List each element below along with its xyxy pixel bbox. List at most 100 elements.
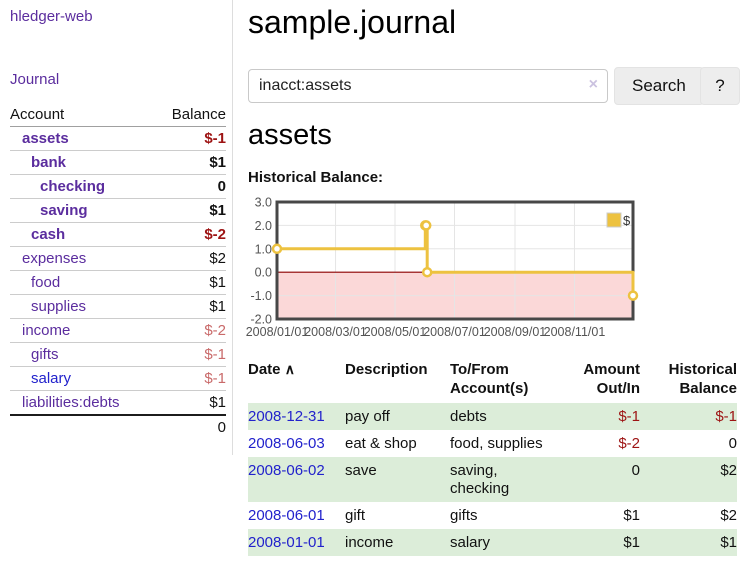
account-link[interactable]: income — [22, 322, 71, 339]
transaction-description: save — [345, 462, 377, 479]
account-balance: $-2 — [154, 318, 226, 343]
transaction-balance: $2 — [720, 462, 737, 479]
transaction-description: gift — [345, 507, 366, 524]
account-link[interactable]: saving — [40, 202, 88, 219]
transaction-row: 2008-01-01 income salary $1 $1 — [248, 529, 737, 556]
transaction-balance: $1 — [720, 534, 737, 551]
transaction-row: 2008-06-02 save saving, checking 0 $2 — [248, 457, 737, 502]
accounts-header-balance: Balance — [154, 103, 226, 127]
svg-text:2008/01/01: 2008/01/01 — [246, 325, 309, 339]
account-row: expenses $2 — [10, 246, 226, 271]
transactions-header-row: Date ∧ Description To/From Account(s) Am… — [248, 357, 737, 403]
transaction-description: eat & shop — [345, 435, 417, 452]
account-balance: 0 — [154, 174, 226, 199]
account-balance: $1 — [154, 198, 226, 223]
historical-balance-chart: $3.0 2.0 1.0 0.0 -1.0 -2.02008/01/012008/03/0… — [246, 196, 639, 339]
search-form: × — [248, 69, 608, 103]
account-heading: assets — [248, 119, 332, 151]
svg-text:2008/03/01: 2008/03/01 — [304, 325, 367, 339]
account-balance: $-1 — [204, 130, 226, 147]
transaction-balance: $2 — [720, 507, 737, 524]
account-row: assets $-1 — [10, 127, 226, 151]
account-balance: $-2 — [154, 222, 226, 247]
account-link[interactable]: cash — [31, 226, 66, 243]
account-link[interactable]: food — [31, 274, 61, 291]
transaction-accounts: gifts — [450, 507, 478, 524]
account-link[interactable]: bank — [31, 154, 67, 171]
transaction-balance: $-1 — [715, 408, 737, 425]
account-row: salary $-1 — [10, 366, 226, 391]
transaction-accounts: saving, checking — [450, 462, 510, 497]
transactions-header-amount: Amount Out/In — [583, 361, 640, 397]
svg-text:2008/05/01: 2008/05/01 — [364, 325, 427, 339]
transaction-date-link[interactable]: 2008-06-03 — [248, 435, 325, 452]
svg-text:2008/07/01: 2008/07/01 — [423, 325, 486, 339]
account-balance: $-1 — [154, 342, 226, 367]
transactions-header-date[interactable]: Date ∧ — [248, 357, 345, 403]
date-header-label: Date — [248, 361, 281, 378]
account-row: cash $-2 — [10, 222, 226, 247]
transaction-amount: $-1 — [618, 408, 640, 425]
svg-text:1.0: 1.0 — [255, 242, 272, 256]
accounts-header-account: Account — [10, 103, 155, 127]
legend-swatch — [606, 212, 622, 228]
account-link[interactable]: gifts — [31, 346, 59, 363]
transaction-row: 2008-06-01 gift gifts $1 $2 — [248, 502, 737, 529]
transaction-date-link[interactable]: 2008-12-31 — [248, 408, 325, 425]
transaction-row: 2008-06-03 eat & shop food, supplies $-2 0 — [248, 430, 737, 457]
accounts-total-row: 0 — [10, 414, 226, 439]
transaction-amount: $-2 — [618, 435, 640, 452]
sort-ascending-icon: ∧ — [284, 361, 295, 377]
historical-balance-label: Historical Balance: — [248, 169, 384, 186]
transaction-amount: 0 — [631, 462, 640, 479]
account-balance: $1 — [154, 294, 226, 319]
legend-label: $ — [623, 213, 631, 228]
sidebar-item-journal[interactable]: Journal — [10, 71, 60, 88]
svg-text:-2.0: -2.0 — [250, 313, 272, 327]
transaction-amount: $1 — [623, 507, 640, 524]
svg-text:-1.0: -1.0 — [250, 289, 272, 303]
account-link[interactable]: salary — [31, 370, 72, 387]
transaction-accounts: food, supplies — [450, 435, 543, 452]
account-balance: $2 — [154, 246, 226, 271]
transaction-balance: 0 — [728, 435, 737, 452]
account-row: supplies $1 — [10, 294, 226, 319]
account-balance: $-1 — [154, 366, 226, 391]
transactions-header-description: Description — [345, 361, 428, 378]
accounts-table: Account Balance assets $-1 bank $1 checking 0… — [10, 103, 226, 439]
account-link[interactable]: assets — [22, 130, 69, 147]
svg-text:2008/09/01: 2008/09/01 — [484, 325, 547, 339]
accounts-table-body: assets $-1 bank $1 checking 0 saving $1 cash $-2 e… — [10, 127, 226, 415]
account-row: gifts $-1 — [10, 342, 226, 367]
main-content: sample.journal × Search ? assets Histori… — [246, 0, 742, 582]
help-button[interactable]: ? — [700, 67, 740, 105]
search-input[interactable] — [248, 69, 608, 103]
transactions-table: Date ∧ Description To/From Account(s) Am… — [248, 357, 737, 556]
account-balance: $1 — [154, 150, 226, 175]
transaction-date-link[interactable]: 2008-06-02 — [248, 462, 325, 479]
transaction-accounts: salary — [450, 534, 491, 551]
account-row: liabilities:debts $1 — [10, 390, 226, 415]
svg-text:3.0: 3.0 — [255, 196, 272, 210]
svg-text:2.0: 2.0 — [255, 219, 272, 233]
transactions-header-balance: Historical Balance — [668, 361, 737, 397]
sidebar: hledger-web Journal Account Balance asse… — [0, 0, 233, 455]
clear-search-icon[interactable]: × — [588, 76, 598, 93]
transaction-date-link[interactable]: 2008-01-01 — [248, 534, 325, 551]
search-button[interactable]: Search — [614, 67, 704, 105]
account-link[interactable]: liabilities:debts — [22, 394, 120, 411]
account-row: checking 0 — [10, 174, 226, 199]
app-title-link[interactable]: hledger-web — [10, 8, 93, 25]
transactions-body: 2008-12-31 pay off debts $-1 $-1 2008-06-03 ea… — [248, 403, 737, 556]
transactions-header-accounts: To/From Account(s) — [450, 361, 529, 397]
account-link[interactable]: expenses — [22, 250, 87, 267]
page-title: sample.journal — [248, 4, 457, 40]
account-link[interactable]: supplies — [31, 298, 87, 315]
transaction-date-link[interactable]: 2008-06-01 — [248, 507, 325, 524]
transaction-description: pay off — [345, 408, 390, 425]
account-link[interactable]: checking — [40, 178, 106, 195]
transaction-row: 2008-12-31 pay off debts $-1 $-1 — [248, 403, 737, 430]
account-row: saving $1 — [10, 198, 226, 223]
svg-text:2008/11/01: 2008/11/01 — [544, 325, 606, 339]
svg-text:0.0: 0.0 — [255, 266, 272, 280]
